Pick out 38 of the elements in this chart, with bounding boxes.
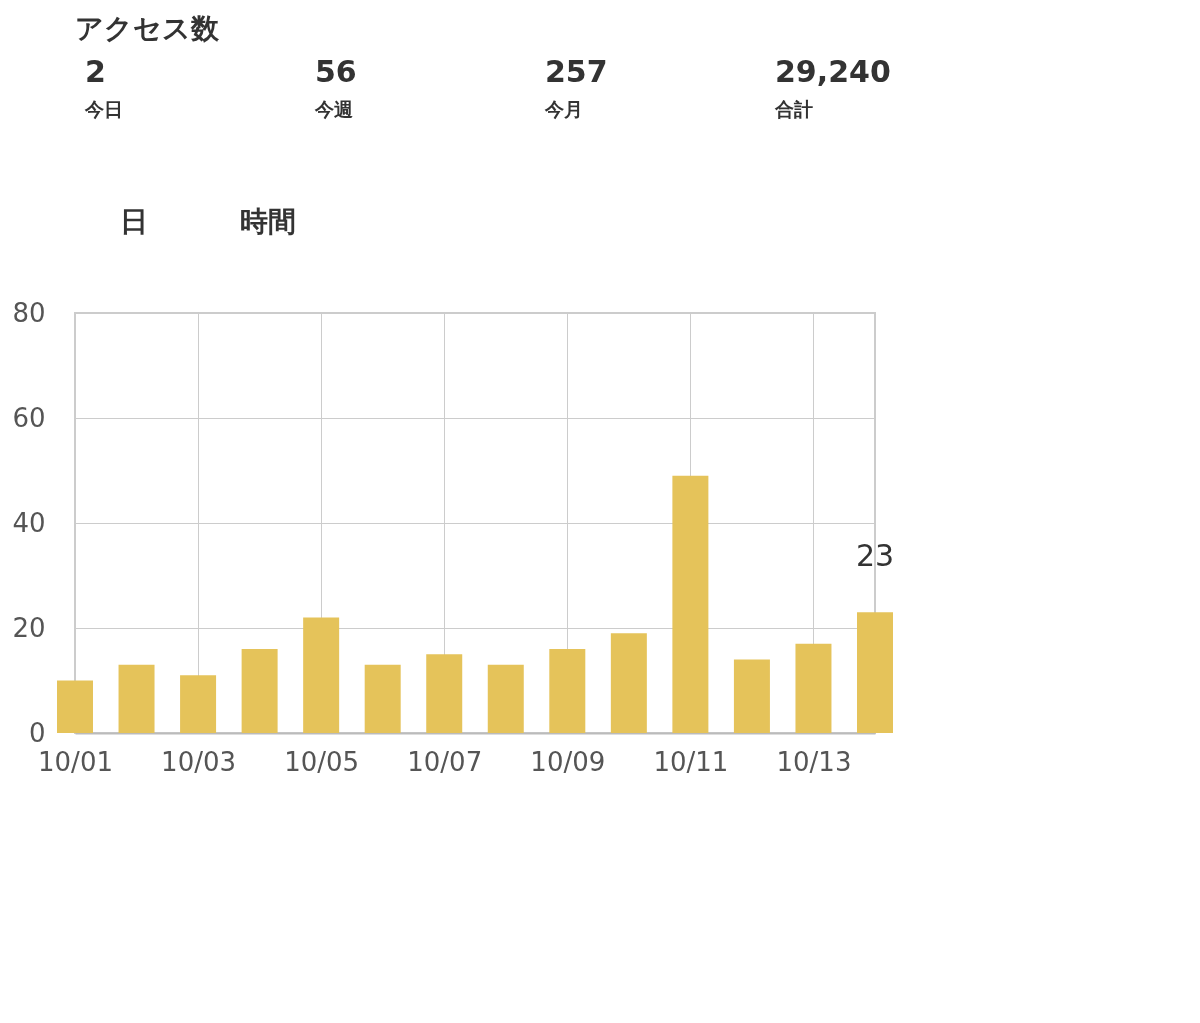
x-tick-label: 10/07 xyxy=(407,746,483,777)
bar xyxy=(549,649,586,733)
x-tick-label: 10/01 xyxy=(38,746,113,777)
text: 56 xyxy=(315,54,357,89)
bar xyxy=(857,612,893,733)
bar xyxy=(426,654,463,733)
bar xyxy=(733,659,770,733)
bar xyxy=(303,617,340,733)
text: 29,240 xyxy=(775,54,891,89)
data-label: 23 xyxy=(855,538,895,574)
bar xyxy=(57,680,93,733)
bar xyxy=(610,633,647,733)
text: 今日 xyxy=(84,98,123,120)
text: 合計 xyxy=(774,98,813,120)
bar xyxy=(795,643,832,733)
bar xyxy=(672,475,709,733)
chart-title: アクセス数 xyxy=(75,12,220,45)
y-tick-label: 0 xyxy=(28,717,46,748)
bar xyxy=(118,664,155,733)
x-tick-label: 10/11 xyxy=(653,746,729,777)
bar xyxy=(364,664,401,733)
bar xyxy=(180,675,217,733)
y-tick-label: 20 xyxy=(12,612,46,643)
y-tick-label: 60 xyxy=(12,402,46,433)
text: 2 xyxy=(85,54,106,89)
x-tick-label: 10/05 xyxy=(284,746,360,777)
text: 257 xyxy=(545,54,608,89)
x-tick-label: 10/13 xyxy=(776,746,852,777)
text: 時間 xyxy=(240,205,296,238)
x-tick-label: 10/09 xyxy=(530,746,606,777)
bar xyxy=(241,649,278,733)
text: 今月 xyxy=(544,98,583,120)
text: 日 xyxy=(120,205,148,238)
y-tick-label: 80 xyxy=(12,297,46,328)
y-tick-label: 40 xyxy=(12,507,46,538)
text: 今週 xyxy=(314,98,353,120)
x-tick-label: 10/03 xyxy=(161,746,237,777)
bar xyxy=(487,664,524,733)
